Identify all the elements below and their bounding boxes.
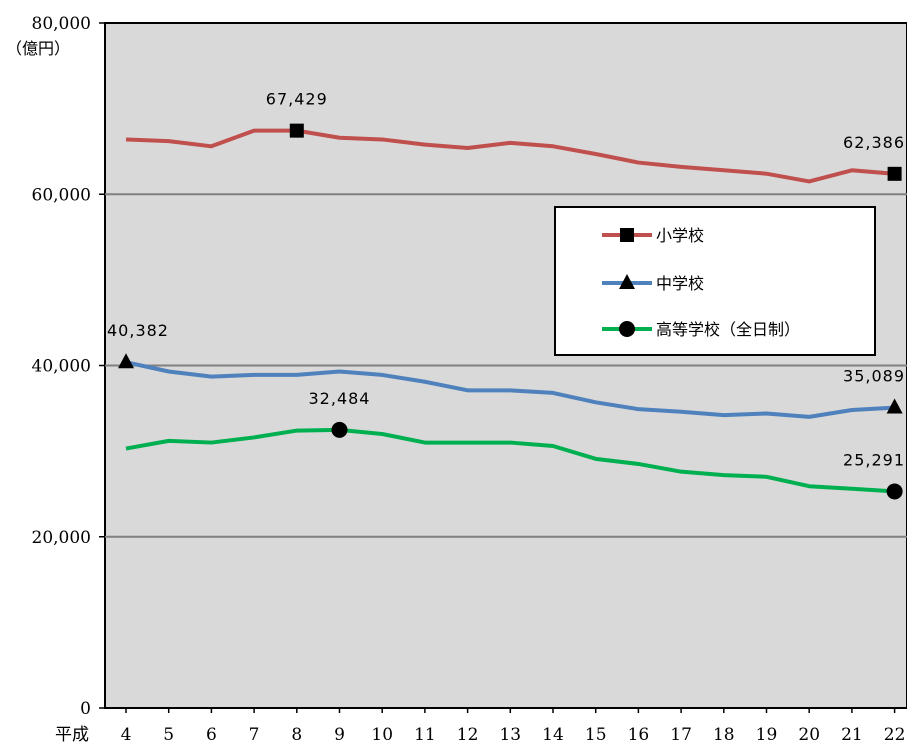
legend-marker-2 [619,274,635,289]
x-axis: 4 5 6 7 8 9 10 11 12 13 14 15 16 17 18 19 20 21 22 [121,708,906,742]
series-group [118,123,903,500]
x-tick-label: 15 [585,725,607,742]
x-tick-label: 5 [163,725,174,742]
y-unit-label: （億円） [6,39,70,58]
gridlines [105,193,907,538]
data-label: 25,291 [843,450,905,469]
x-tick-label: 10 [371,725,393,742]
x-tick-label: 16 [628,725,650,742]
x-tick-label: 6 [206,725,217,742]
series-marker-1 [289,123,304,138]
data-labels: 67,429 62,386 40,382 35,089 32,484 25,291 [107,90,905,470]
y-tick-label: 40,000 [32,357,91,377]
series-marker-2 [118,353,134,369]
series-marker-2 [886,398,903,414]
legend-label-2: 中学校 [656,274,704,293]
series-marker-3 [331,421,348,438]
data-label: 35,089 [843,367,905,386]
x-tick-label: 19 [756,725,778,742]
legend-label-3: 高等学校（全日制） [656,320,800,339]
x-tick-label: 13 [499,725,521,742]
series-line-2 [125,360,895,419]
legend-marker-1 [620,228,634,242]
x-tick-label: 18 [713,725,735,742]
y-tick-label: 0 [80,699,91,719]
y-axis: 0 20,000 40,000 60,000 80,000 [32,14,105,719]
x-tick-label: 14 [542,725,564,742]
x-tick-label: 22 [884,725,906,742]
series-line-3 [125,427,895,494]
legend-marker-3 [619,321,635,337]
series-line-1 [125,128,895,184]
x-prefix-label: 平成 [55,725,89,742]
y-tick-label: 20,000 [32,528,91,548]
x-tick-label: 7 [249,725,260,742]
x-tick-label: 17 [670,725,692,742]
x-tick-label: 12 [457,725,479,742]
series-marker-1 [887,166,902,181]
data-label: 62,386 [843,133,905,152]
data-label: 67,429 [266,90,328,109]
x-tick-label: 21 [841,725,863,742]
y-tick-label: 60,000 [32,185,91,205]
x-tick-label: 9 [334,725,345,742]
legend-label-1: 小学校 [656,226,704,245]
data-label: 32,484 [309,389,371,408]
series-marker-3 [886,483,903,500]
x-tick-label: 8 [291,725,302,742]
data-label: 40,382 [107,321,169,340]
x-tick-label: 20 [798,725,820,742]
x-tick-label: 11 [414,725,436,742]
x-tick-label: 4 [121,725,132,742]
y-tick-label: 80,000 [32,14,91,34]
